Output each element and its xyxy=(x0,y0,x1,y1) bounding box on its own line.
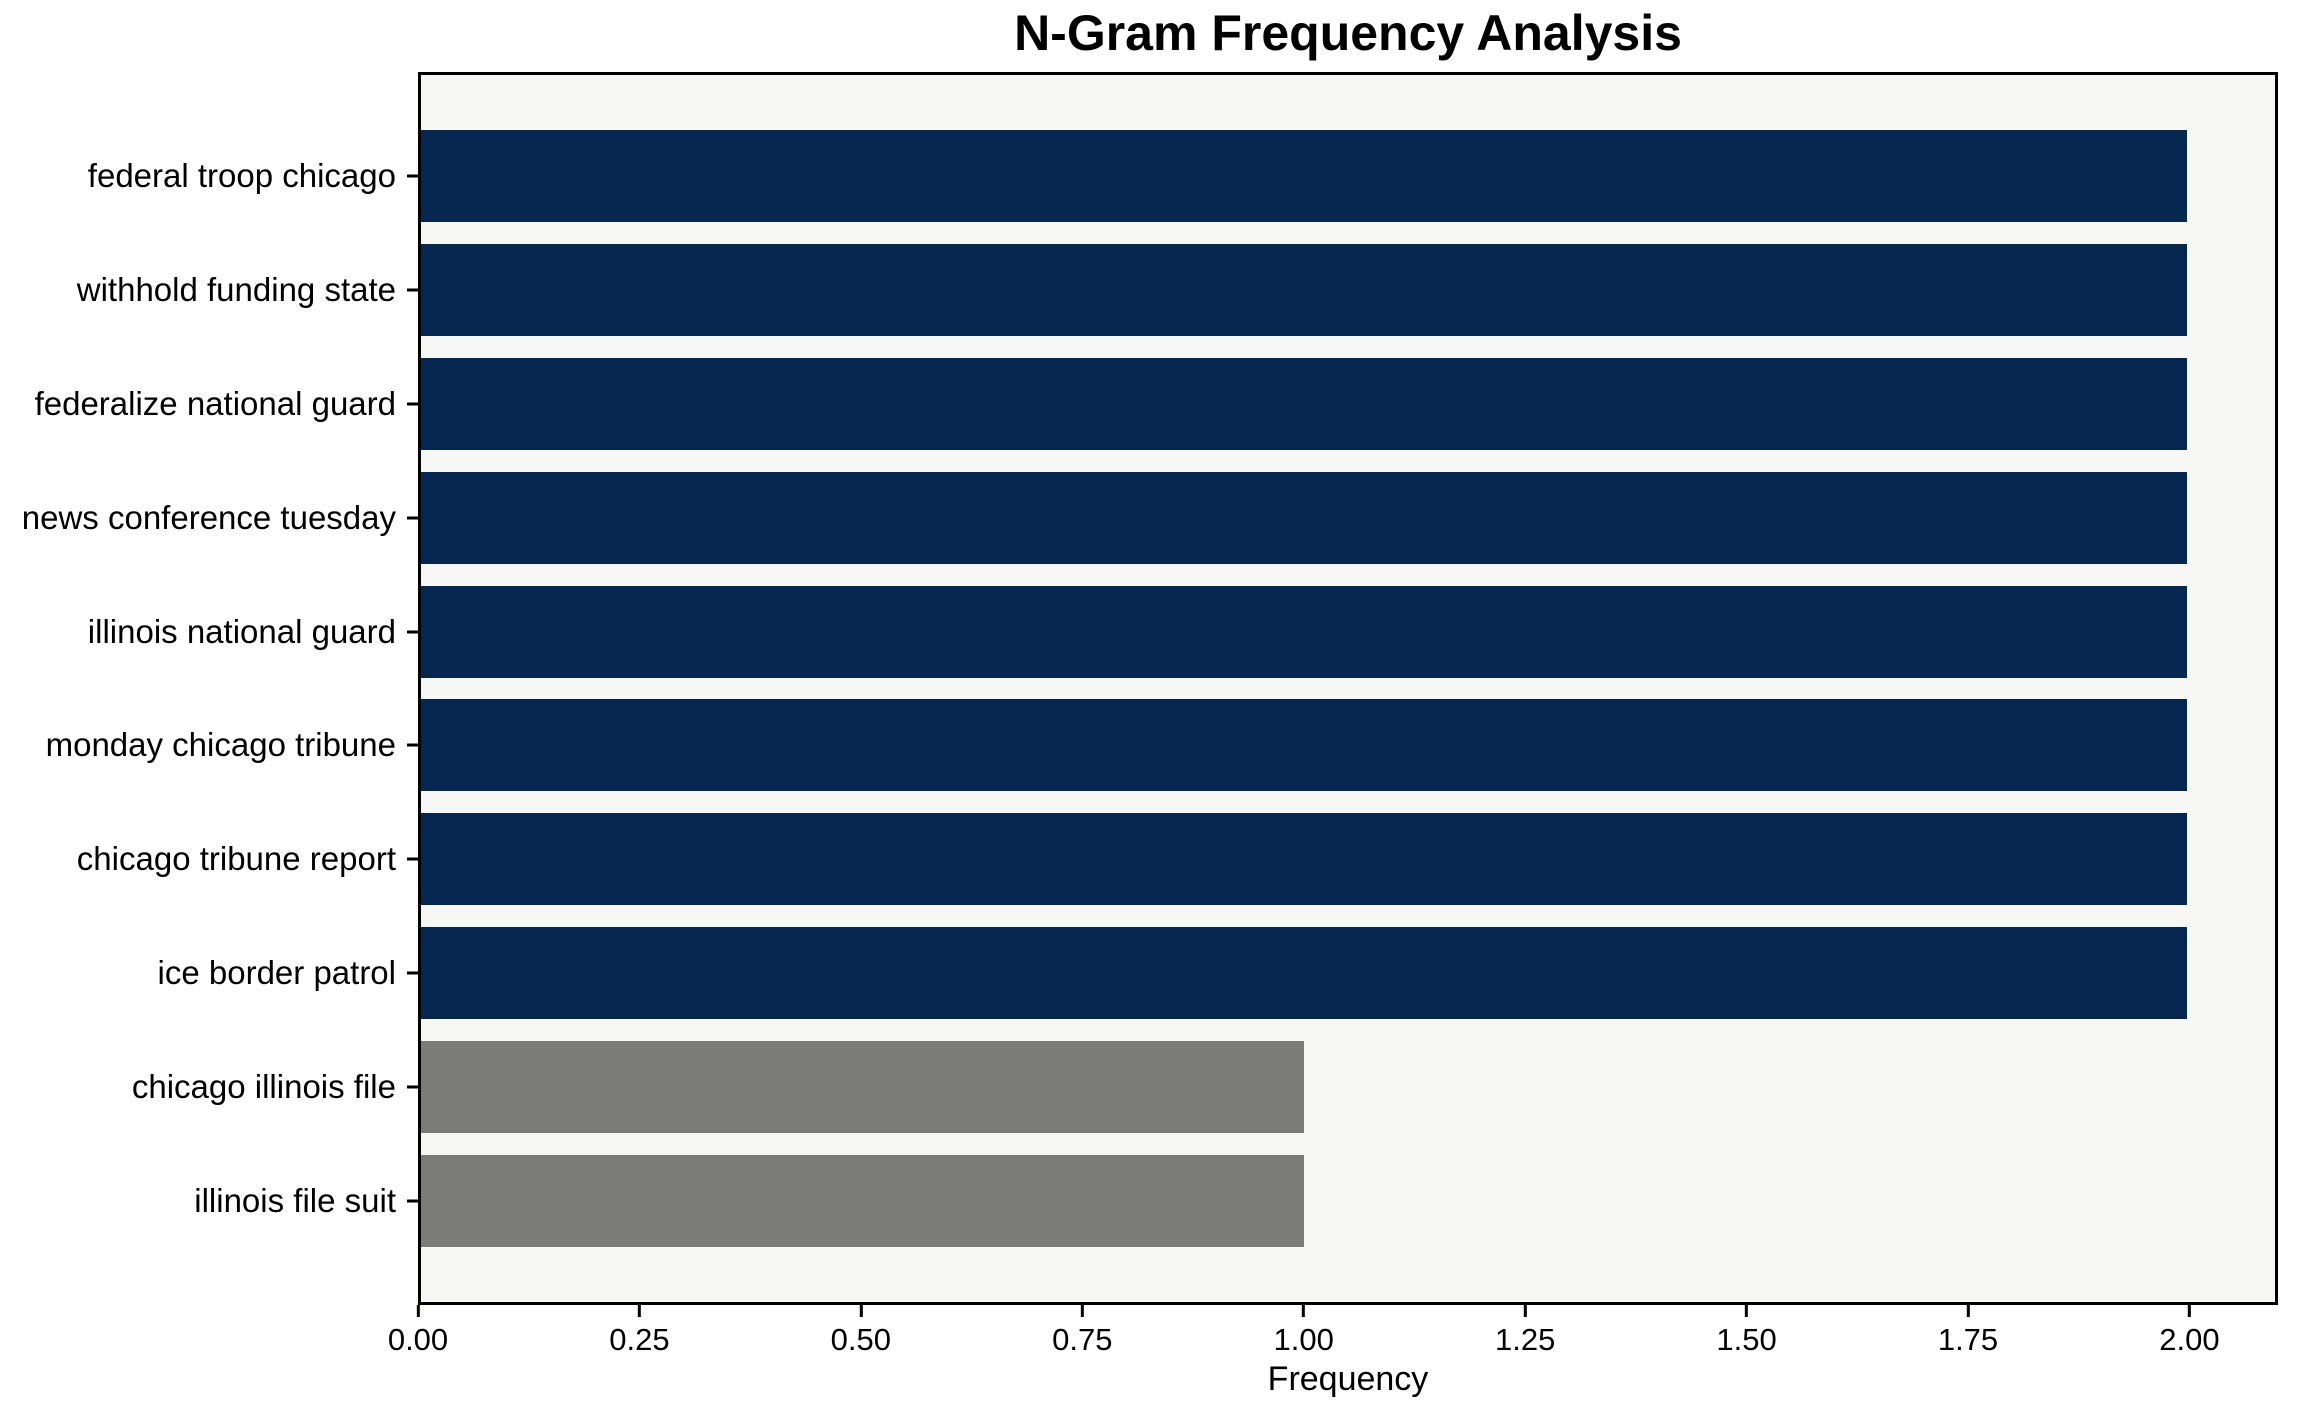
y-axis-category-label: chicago tribune report xyxy=(76,840,396,878)
bar-row: news conference tuesday xyxy=(22,471,2275,564)
frequency-bar xyxy=(421,927,2187,1020)
y-axis-category-label: federal troop chicago xyxy=(87,157,396,194)
x-tick: 0.00 xyxy=(388,1305,448,1357)
frequency-bar xyxy=(421,585,2187,678)
bar-row: monday chicago tribune xyxy=(46,699,2275,792)
frequency-bar xyxy=(421,130,2187,222)
x-tick-mark xyxy=(859,1305,863,1317)
bar-row: ice border patrol xyxy=(158,927,2275,1020)
frequency-bar xyxy=(421,699,2187,792)
y-axis-category-label: federalize national guard xyxy=(34,384,396,422)
x-tick-mark xyxy=(1523,1305,1527,1317)
bar-row: withhold funding state xyxy=(77,243,2275,336)
x-tick-label: 0.50 xyxy=(830,1322,892,1357)
x-tick-label: 0.25 xyxy=(609,1322,670,1357)
y-tick-mark xyxy=(407,971,418,975)
y-axis-category-label: illinois national guard xyxy=(87,612,396,650)
x-axis-label: Frequency xyxy=(1267,1360,1429,1398)
frequency-bar xyxy=(421,357,2187,450)
frequency-bar xyxy=(421,1154,1304,1247)
x-tick-label: 1.25 xyxy=(1494,1322,1556,1357)
y-tick-mark xyxy=(407,630,418,633)
x-tick-mark xyxy=(1745,1305,1749,1317)
x-tick-label: 1.50 xyxy=(1716,1322,1777,1357)
x-tick: 1.75 xyxy=(1938,1305,1998,1357)
x-tick: 1.50 xyxy=(1716,1305,1777,1357)
frequency-bar xyxy=(421,1041,1304,1133)
x-tick-label: 1.00 xyxy=(1273,1322,1334,1357)
y-axis-category-label: illinois file suit xyxy=(194,1181,396,1219)
chart-title: N-Gram Frequency Analysis xyxy=(1014,5,1682,61)
x-tick: 2.00 xyxy=(2159,1305,2220,1357)
x-tick: 1.25 xyxy=(1495,1305,1555,1357)
y-axis-category-label: chicago illinois file xyxy=(131,1068,396,1105)
bar-row: illinois file suit xyxy=(194,1154,2275,1247)
frequency-bar xyxy=(421,243,2187,336)
x-tick-label: 1.75 xyxy=(1937,1322,1999,1357)
x-tick-label: 0.75 xyxy=(1052,1322,1113,1357)
y-axis-category-label: news conference tuesday xyxy=(21,498,396,536)
bar-row: chicago illinois file xyxy=(132,1041,2275,1133)
y-tick-mark xyxy=(407,1085,418,1089)
y-tick-mark xyxy=(407,288,418,292)
frequency-bar xyxy=(421,813,2187,906)
x-tick-mark xyxy=(416,1305,420,1317)
x-tick-label: 0.00 xyxy=(387,1322,449,1357)
plot-area: federal troop chicago withhold funding s… xyxy=(22,72,2278,1305)
x-tick: 0.50 xyxy=(831,1305,891,1357)
x-tick: 0.75 xyxy=(1052,1305,1112,1357)
x-tick-label: 2.00 xyxy=(2159,1322,2220,1357)
y-tick-mark xyxy=(407,516,418,520)
x-tick-mark xyxy=(1080,1305,1084,1317)
bar-row: chicago tribune report xyxy=(77,813,2275,906)
x-tick-mark xyxy=(2187,1305,2191,1317)
x-tick-mark xyxy=(1966,1305,1970,1317)
y-tick-mark xyxy=(407,174,418,178)
y-tick-mark xyxy=(407,1199,418,1203)
y-tick-mark xyxy=(407,743,418,747)
bar-row: federal troop chicago xyxy=(88,130,2275,222)
bar-row: federalize national guard xyxy=(35,357,2275,450)
x-tick-mark xyxy=(1302,1305,1306,1317)
y-axis-category-label: withhold funding state xyxy=(76,270,396,308)
x-tick: 0.25 xyxy=(609,1305,670,1357)
y-tick-mark xyxy=(407,857,418,861)
x-axis: 0.00 0.25 0.50 0.75 1.00 1.25 1.50 1.75 … xyxy=(388,1305,2278,1365)
y-axis-category-label: ice border patrol xyxy=(157,954,396,992)
x-tick-mark xyxy=(637,1305,641,1317)
y-tick-mark xyxy=(407,402,418,406)
frequency-bar xyxy=(421,471,2187,564)
y-axis-category-label: monday chicago tribune xyxy=(45,726,396,764)
x-tick: 1.00 xyxy=(1274,1305,1334,1357)
bar-row: illinois national guard xyxy=(88,585,2275,678)
